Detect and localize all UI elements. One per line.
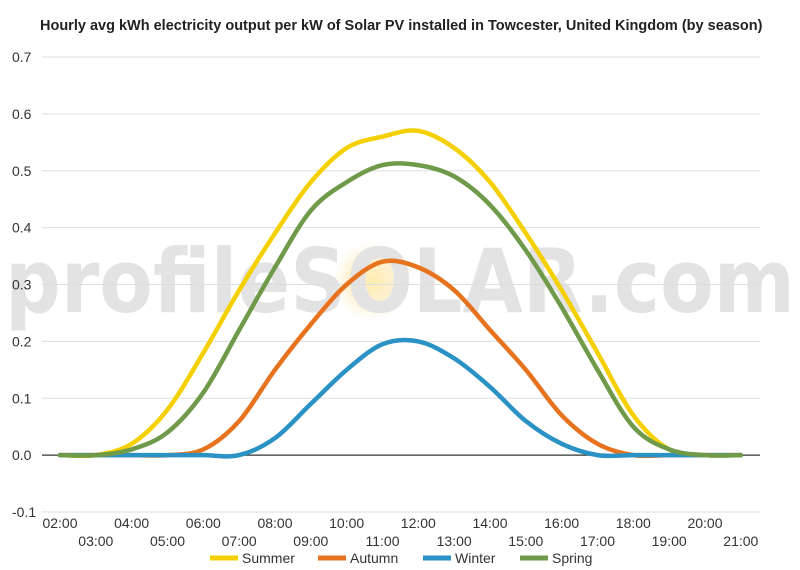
legend-label: Summer [242, 550, 295, 566]
y-tick-label: -0.1 [12, 504, 36, 520]
x-tick-label: 04:00 [114, 515, 149, 531]
x-tick-label: 11:00 [366, 533, 400, 549]
x-tick-label: 07:00 [222, 533, 257, 549]
y-tick-label: 0.6 [12, 106, 32, 122]
x-tick-label: 10:00 [329, 515, 364, 531]
chart-title: Hourly avg kWh electricity output per kW… [40, 18, 763, 34]
y-tick-label: 0.0 [12, 447, 32, 463]
series-line-winter [57, 337, 744, 459]
legend: Summer Autumn Winter Spring [210, 550, 592, 566]
x-tick-label: 21:00 [723, 533, 758, 549]
x-tick-label: 18:00 [616, 515, 651, 531]
x-tick-label: 05:00 [150, 533, 185, 549]
y-tick-label: 0.2 [12, 333, 32, 349]
y-tick-label: 0.4 [12, 220, 32, 236]
watermark-text: profileSOLAR.com [5, 230, 795, 333]
x-tick-label: 12:00 [401, 515, 436, 531]
legend-item-spring: Spring [520, 550, 592, 566]
legend-label: Spring [552, 550, 592, 566]
legend-item-winter: Winter [423, 550, 496, 566]
x-tick-label: 14:00 [472, 515, 507, 531]
x-tick-label: 13:00 [437, 533, 472, 549]
y-axis-ticks: -0.1 0.0 0.1 0.2 0.3 0.4 0.5 0.6 0.7 [12, 49, 36, 520]
x-tick-label: 16:00 [544, 515, 579, 531]
x-tick-label: 15:00 [508, 533, 543, 549]
y-tick-label: 0.7 [12, 49, 32, 65]
series-line-spring [57, 161, 744, 458]
x-tick-label: 08:00 [257, 515, 292, 531]
x-tick-label: 09:00 [293, 533, 328, 549]
series-lines [57, 128, 744, 459]
x-tick-label: 03:00 [78, 533, 113, 549]
watermark: profileSOLAR.com [5, 230, 795, 333]
y-tick-label: 0.3 [12, 277, 32, 293]
x-tick-label: 20:00 [687, 515, 722, 531]
legend-label: Autumn [350, 550, 398, 566]
x-tick-label: 19:00 [652, 533, 687, 549]
y-tick-label: 0.5 [12, 163, 32, 179]
x-tick-label: 02:00 [42, 515, 77, 531]
x-tick-label: 17:00 [580, 533, 615, 549]
x-axis-ticks: 02:00 04:00 06:00 08:00 10:00 12:00 14:00 16:00… [42, 515, 758, 549]
legend-label: Winter [455, 550, 496, 566]
legend-item-autumn: Autumn [318, 550, 398, 566]
y-tick-label: 0.1 [12, 390, 32, 406]
series-line-summer [57, 128, 744, 459]
legend-item-summer: Summer [210, 550, 295, 566]
x-tick-label: 06:00 [186, 515, 221, 531]
